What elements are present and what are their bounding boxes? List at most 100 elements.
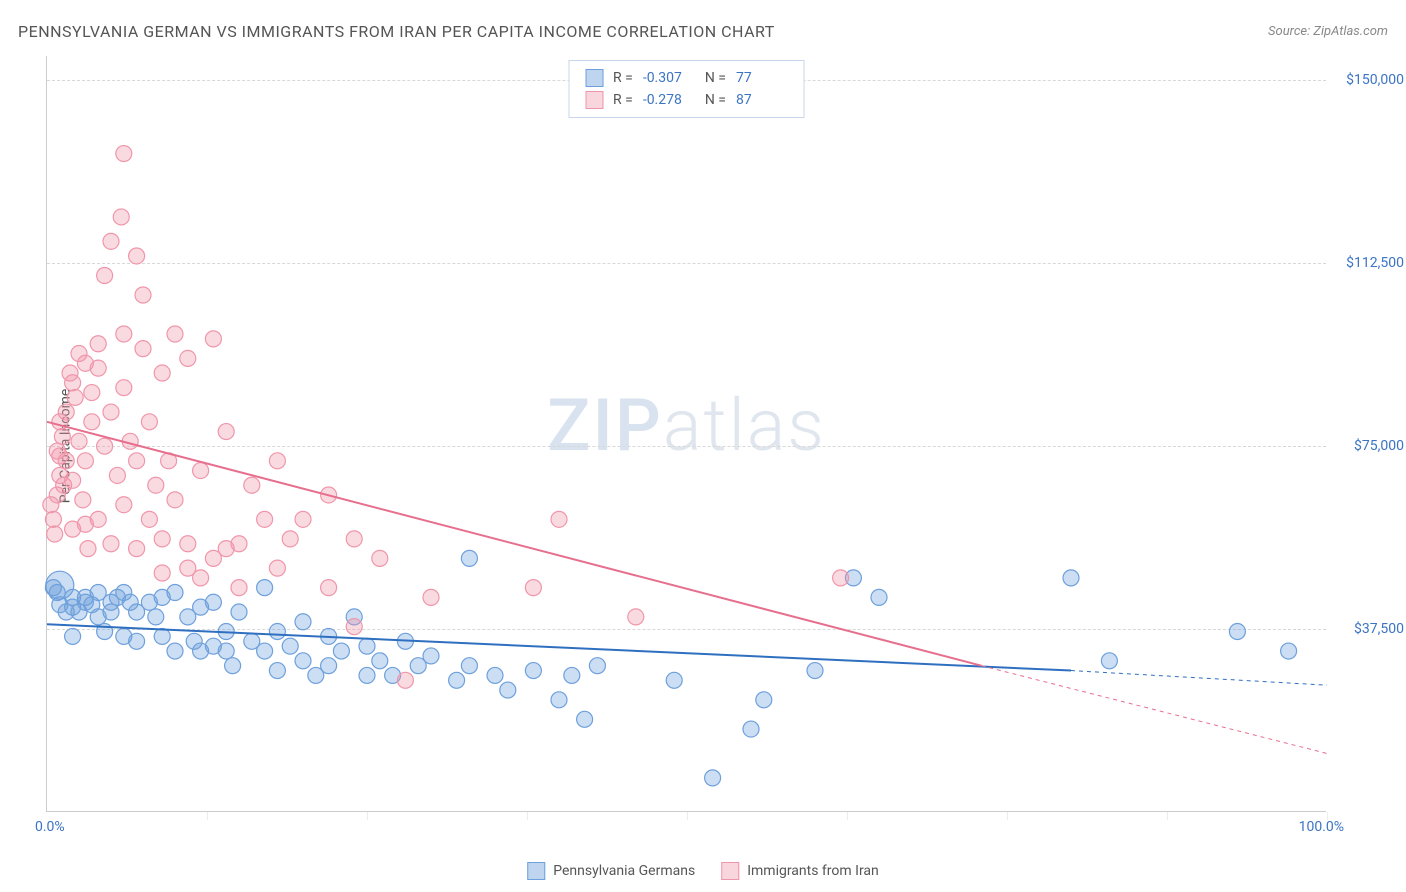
scatter-point <box>564 667 580 683</box>
y-tick-label: $150,000 <box>1334 72 1404 88</box>
scatter-point <box>372 550 388 566</box>
scatter-point <box>141 414 157 430</box>
scatter-point <box>154 628 170 644</box>
scatter-point <box>372 653 388 669</box>
scatter-point <box>154 531 170 547</box>
scatter-point <box>135 287 151 303</box>
scatter-point <box>321 580 337 596</box>
stats-row-series1: R = -0.307 N = 77 <box>585 67 788 89</box>
scatter-point <box>90 511 106 527</box>
source-citation: Source: ZipAtlas.com <box>1268 24 1388 39</box>
scatter-point <box>461 550 477 566</box>
scatter-point <box>116 146 132 162</box>
scatter-point <box>871 589 887 605</box>
x-tick-mark <box>1167 812 1168 820</box>
scatter-point <box>193 463 209 479</box>
scatter-point <box>116 497 132 513</box>
scatter-point <box>97 267 113 283</box>
n-label: N = <box>705 92 726 108</box>
scatter-point <box>461 658 477 674</box>
scatter-point <box>525 580 541 596</box>
scatter-point <box>45 511 61 527</box>
scatter-point <box>359 667 375 683</box>
scatter-point <box>113 209 129 225</box>
legend-item-series1: Pennsylvania Germans <box>527 862 695 880</box>
scatter-point <box>75 492 91 508</box>
trend-line-extrapolated <box>981 666 1327 754</box>
scatter-point <box>129 453 145 469</box>
x-tick-max: 100.0% <box>1299 819 1344 835</box>
scatter-svg <box>47 56 1327 812</box>
scatter-point <box>1281 643 1297 659</box>
scatter-point <box>129 633 145 649</box>
scatter-point <box>269 663 285 679</box>
scatter-point <box>525 663 541 679</box>
scatter-point <box>231 536 247 552</box>
y-tick-label: $75,000 <box>1334 438 1404 454</box>
scatter-point <box>65 628 81 644</box>
scatter-point <box>449 672 465 688</box>
scatter-point <box>359 638 375 654</box>
scatter-point <box>154 565 170 581</box>
scatter-point <box>54 428 70 444</box>
x-tick-mark <box>527 812 528 820</box>
scatter-point <box>103 233 119 249</box>
swatch-pink-icon <box>585 91 603 109</box>
r-label: R = <box>613 92 633 108</box>
scatter-point <box>116 380 132 396</box>
y-tick-label: $112,500 <box>1334 255 1404 271</box>
y-tick-label: $37,500 <box>1334 621 1404 637</box>
scatter-point <box>321 658 337 674</box>
stats-legend-box: R = -0.307 N = 77 R = -0.278 N = 87 <box>568 60 805 118</box>
scatter-point <box>154 365 170 381</box>
r-value-series1: -0.307 <box>643 70 695 86</box>
scatter-point <box>90 360 106 376</box>
scatter-point <box>833 570 849 586</box>
chart-title: PENNSYLVANIA GERMAN VS IMMIGRANTS FROM I… <box>18 22 775 41</box>
scatter-point <box>225 658 241 674</box>
scatter-point <box>84 414 100 430</box>
scatter-point <box>231 580 247 596</box>
r-label: R = <box>613 70 633 86</box>
n-value-series1: 77 <box>736 70 788 86</box>
scatter-point <box>167 585 183 601</box>
scatter-point <box>1229 624 1245 640</box>
scatter-point <box>244 477 260 493</box>
scatter-point <box>231 604 247 620</box>
scatter-point <box>487 667 503 683</box>
scatter-point <box>589 658 605 674</box>
scatter-point <box>135 341 151 357</box>
scatter-point <box>180 350 196 366</box>
scatter-point <box>397 672 413 688</box>
x-tick-min: 0.0% <box>35 819 65 835</box>
scatter-point <box>103 404 119 420</box>
scatter-point <box>47 526 63 542</box>
scatter-point <box>141 511 157 527</box>
scatter-point <box>97 438 113 454</box>
scatter-point <box>167 492 183 508</box>
scatter-point <box>257 511 273 527</box>
swatch-blue-icon <box>585 69 603 87</box>
scatter-point <box>167 643 183 659</box>
scatter-point <box>500 682 516 698</box>
scatter-point <box>333 643 349 659</box>
scatter-point <box>193 570 209 586</box>
scatter-point <box>218 424 234 440</box>
scatter-point <box>666 672 682 688</box>
scatter-point <box>807 663 823 679</box>
scatter-point <box>71 433 87 449</box>
n-label: N = <box>705 70 726 86</box>
scatter-point <box>577 711 593 727</box>
scatter-point <box>423 648 439 664</box>
swatch-pink-icon <box>721 862 739 880</box>
scatter-point <box>295 511 311 527</box>
scatter-point <box>77 453 93 469</box>
scatter-point <box>756 692 772 708</box>
scatter-point <box>1101 653 1117 669</box>
scatter-point <box>705 770 721 786</box>
trend-line-extrapolated <box>1071 671 1327 686</box>
scatter-point <box>295 653 311 669</box>
scatter-point <box>257 643 273 659</box>
scatter-point <box>269 560 285 576</box>
scatter-point <box>743 721 759 737</box>
